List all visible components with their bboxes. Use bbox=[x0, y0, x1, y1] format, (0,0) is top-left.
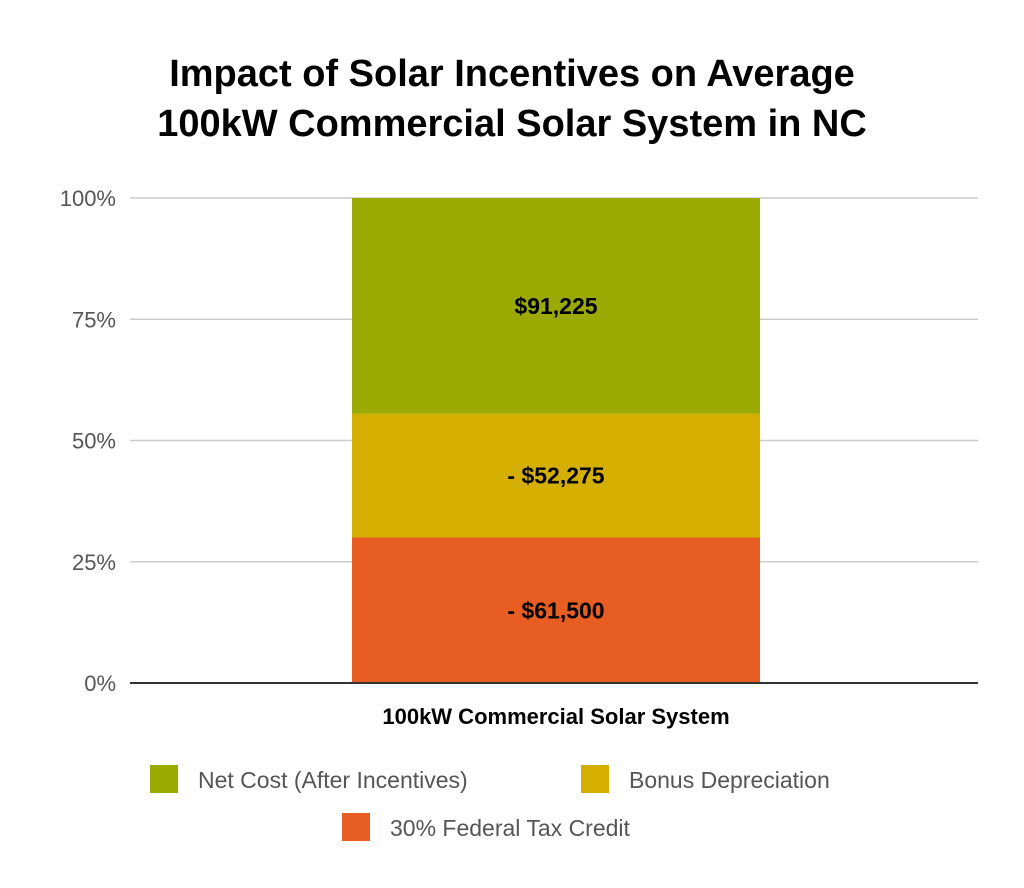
data-label: - $61,500 bbox=[507, 597, 604, 623]
y-tick-label: 25% bbox=[72, 550, 116, 575]
chart-title: Impact of Solar Incentives on Average bbox=[169, 53, 855, 95]
legend-swatch bbox=[342, 813, 370, 841]
legend-label: 30% Federal Tax Credit bbox=[390, 815, 631, 841]
data-label: $91,225 bbox=[514, 293, 597, 319]
legend-swatch bbox=[150, 765, 178, 793]
chart-title-line2: 100kW Commercial Solar System in NC bbox=[157, 103, 867, 145]
legend-swatch bbox=[581, 765, 609, 793]
bar-segment bbox=[352, 198, 760, 414]
data-label: - $52,275 bbox=[507, 463, 604, 489]
y-tick-label: 75% bbox=[72, 307, 116, 332]
bar-segment bbox=[352, 413, 760, 538]
legend-label: Bonus Depreciation bbox=[629, 767, 830, 793]
y-tick-label: 100% bbox=[60, 186, 116, 211]
y-tick-label: 0% bbox=[84, 671, 116, 696]
bar-segment bbox=[352, 537, 760, 683]
y-tick-label: 50% bbox=[72, 429, 116, 454]
x-category-label: 100kW Commercial Solar System bbox=[382, 704, 729, 729]
legend-label: Net Cost (After Incentives) bbox=[198, 767, 468, 793]
